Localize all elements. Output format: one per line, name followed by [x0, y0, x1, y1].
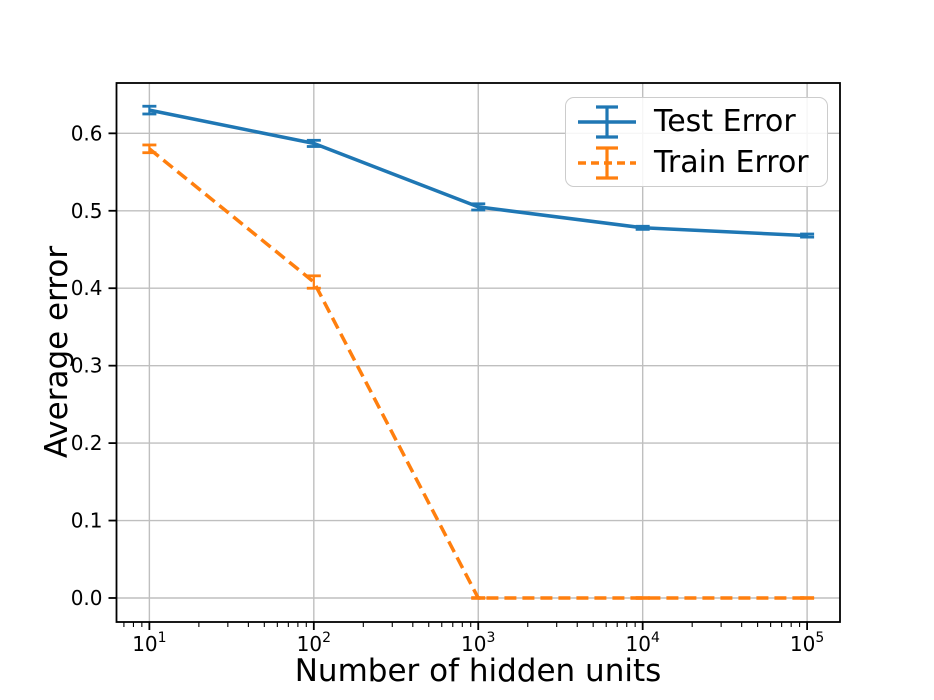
x-tick-label: 103 [461, 630, 495, 656]
legend-label-test-error: Test Error [654, 104, 796, 139]
errorbar-line-sample-icon [578, 104, 636, 139]
x-tick-label: 102 [297, 630, 331, 656]
y-tick-label: 0.4 [71, 276, 103, 300]
y-axis-label: Average error [39, 245, 75, 459]
errorbar-dashed-line-sample-icon [578, 145, 636, 180]
legend-label-train-error: Train Error [654, 145, 809, 180]
legend: Test Error Train Error [565, 97, 828, 187]
y-tick-label: 0.1 [71, 509, 103, 533]
y-tick-label: 0.3 [71, 354, 103, 378]
y-tick-label: 0.2 [71, 431, 103, 455]
y-tick-label: 0.5 [71, 199, 103, 223]
x-tick-label: 105 [790, 630, 824, 656]
x-tick-label: 104 [625, 630, 659, 656]
x-tick-label: 101 [132, 630, 166, 656]
x-axis-label: Number of hidden units [294, 653, 662, 689]
y-tick-label: 0.0 [71, 586, 103, 610]
legend-item-test-error: Test Error [576, 101, 817, 142]
legend-item-train-error: Train Error [576, 142, 817, 183]
y-tick-label: 0.6 [71, 121, 103, 145]
